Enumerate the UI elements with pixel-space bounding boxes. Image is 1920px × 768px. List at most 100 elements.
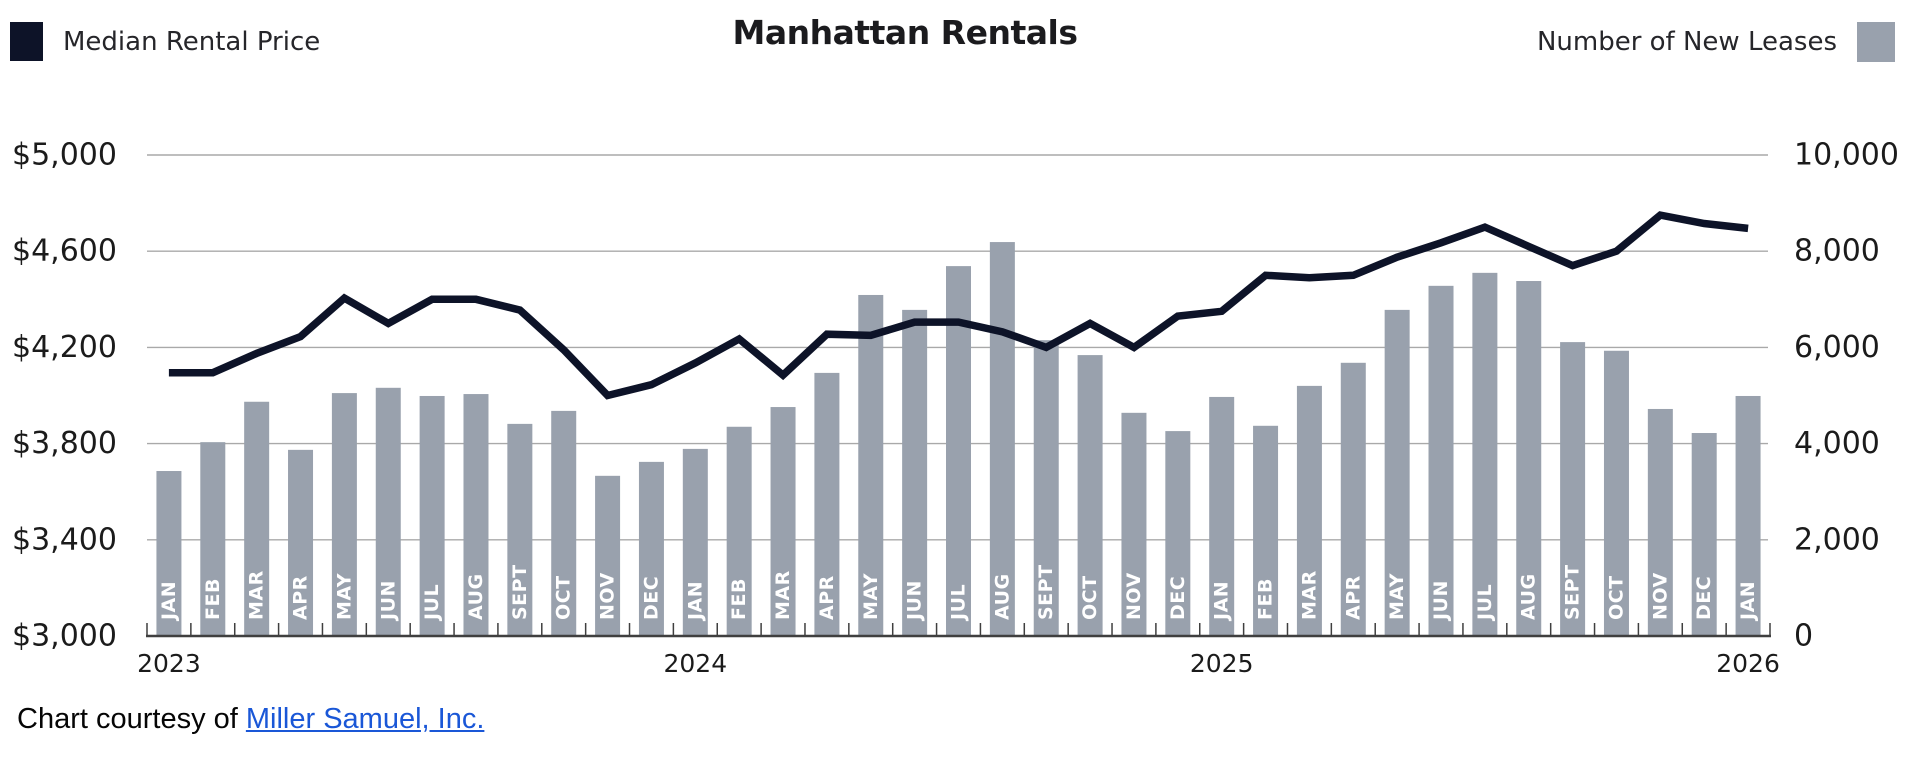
bar-month-label: DEC (1693, 576, 1715, 620)
lease-bar (200, 442, 226, 636)
lease-bar (726, 426, 752, 636)
new-leases-swatch (1857, 22, 1895, 62)
bar-month-label: SEPT (1035, 564, 1057, 620)
bar-month-label: FEB (1255, 578, 1277, 620)
lease-bar (770, 407, 796, 636)
median-rental-price-swatch (10, 22, 43, 61)
lease-bar (288, 449, 314, 636)
lease-bar (1384, 309, 1410, 636)
lease-bar (595, 475, 621, 636)
right-axis-tick-label: 0 (1794, 619, 1813, 654)
lease-bar (419, 395, 445, 636)
left-axis-tick-label: $4,200 (12, 330, 117, 365)
lease-bar (244, 401, 270, 636)
lease-bar (551, 410, 577, 636)
lease-bar (858, 294, 884, 636)
bar-month-label: NOV (1649, 572, 1671, 620)
bar-month-label: JUL (1474, 584, 1496, 622)
median-rental-price-label: Median Rental Price (63, 26, 321, 57)
bar-month-label: SEPT (509, 564, 531, 620)
lease-bar (1340, 362, 1366, 636)
year-label: 2025 (1190, 649, 1254, 678)
lease-bar (902, 309, 928, 636)
bar-month-label: JAN (158, 581, 180, 622)
left-axis-tick-label: $4,600 (12, 234, 117, 269)
bar-month-label: FEB (202, 578, 224, 620)
bar-month-label: JUN (377, 580, 399, 622)
lease-bar (1735, 395, 1761, 636)
lease-bar (156, 471, 182, 636)
year-label: 2026 (1716, 649, 1780, 678)
bar-month-label: DEC (640, 576, 662, 620)
bar-month-label: OCT (1605, 575, 1627, 620)
miller-samuel-link[interactable]: Miller Samuel, Inc. (245, 703, 485, 735)
bar-month-label: MAR (772, 570, 794, 620)
bar-month-label: OCT (553, 575, 575, 620)
lease-bar (1516, 281, 1542, 636)
lease-bar (1033, 340, 1059, 636)
price-line (168, 211, 1749, 400)
footer-credit: Chart courtesy of Miller Samuel, Inc. (17, 703, 484, 736)
legend-median-rental-price: Median Rental Price (10, 22, 320, 61)
bar-month-label: NOV (597, 572, 619, 620)
left-axis-tick-label: $3,800 (12, 426, 117, 461)
bar-month-label: JUL (948, 584, 970, 622)
bar-month-label: MAR (1298, 570, 1320, 620)
lease-bar (507, 423, 533, 636)
bar-month-label: JUL (421, 584, 443, 622)
right-axis-tick-label: 10,000 (1794, 138, 1899, 173)
chart-title: Manhattan Rentals (732, 13, 1078, 52)
bar-month-label: JUN (1430, 580, 1452, 622)
bar-month-label: JAN (684, 581, 706, 622)
bar-month-label: NOV (1123, 572, 1145, 620)
left-axis-tick-label: $3,000 (12, 619, 117, 654)
bar-month-label: MAY (1386, 573, 1408, 620)
left-axis-tick-label: $3,400 (12, 522, 117, 557)
lease-bar (1077, 355, 1103, 636)
right-axis-tick-label: 6,000 (1794, 330, 1880, 365)
lease-bar (1121, 412, 1147, 636)
bar-month-label: OCT (1079, 575, 1101, 620)
bar-month-label: AUG (991, 573, 1013, 620)
bar-month-label: DEC (1167, 576, 1189, 620)
bar-month-label: APR (816, 575, 838, 620)
bar-month-label: MAY (860, 573, 882, 620)
lease-bar (989, 242, 1015, 636)
lease-bar (1209, 396, 1235, 636)
right-axis-tick-label: 2,000 (1794, 522, 1880, 557)
bar-month-label: JAN (1737, 581, 1759, 622)
bar-month-label: JAN (1211, 581, 1233, 622)
lease-bar (1647, 408, 1673, 636)
bar-month-label: AUG (1518, 573, 1540, 620)
left-axis-tick-label: $5,000 (12, 138, 117, 173)
new-leases-label: Number of New Leases (1536, 27, 1837, 57)
lease-bar (463, 394, 489, 636)
lease-bar (638, 461, 664, 636)
right-axis-tick-label: 4,000 (1794, 426, 1880, 461)
lease-bar (1603, 350, 1629, 636)
legend-new-leases: Number of New Leases (1537, 22, 1895, 62)
lease-bar (1296, 385, 1322, 636)
footer-credit-text: Chart courtesy of (17, 703, 246, 735)
lease-bar (1253, 425, 1279, 636)
bar-month-label: APR (290, 575, 312, 620)
bar-month-label: FEB (728, 578, 750, 620)
lease-bar (1428, 285, 1454, 636)
bar-month-label: SEPT (1562, 564, 1584, 620)
bar-month-label: AUG (465, 573, 487, 620)
lease-bar (1560, 342, 1586, 636)
year-label: 2024 (663, 649, 727, 678)
lease-bar (331, 393, 357, 636)
bar-month-label: MAR (246, 570, 268, 620)
bar-month-label: APR (1342, 575, 1364, 620)
right-axis-tick-label: 8,000 (1794, 234, 1880, 269)
lease-bar (1165, 431, 1191, 636)
lease-bar (1691, 433, 1717, 636)
lease-bar (682, 448, 708, 636)
lease-bar (814, 372, 840, 636)
lease-bar (1472, 272, 1498, 636)
lease-bar (375, 387, 401, 636)
bar-month-label: JUN (904, 580, 926, 622)
year-label: 2023 (137, 649, 201, 678)
